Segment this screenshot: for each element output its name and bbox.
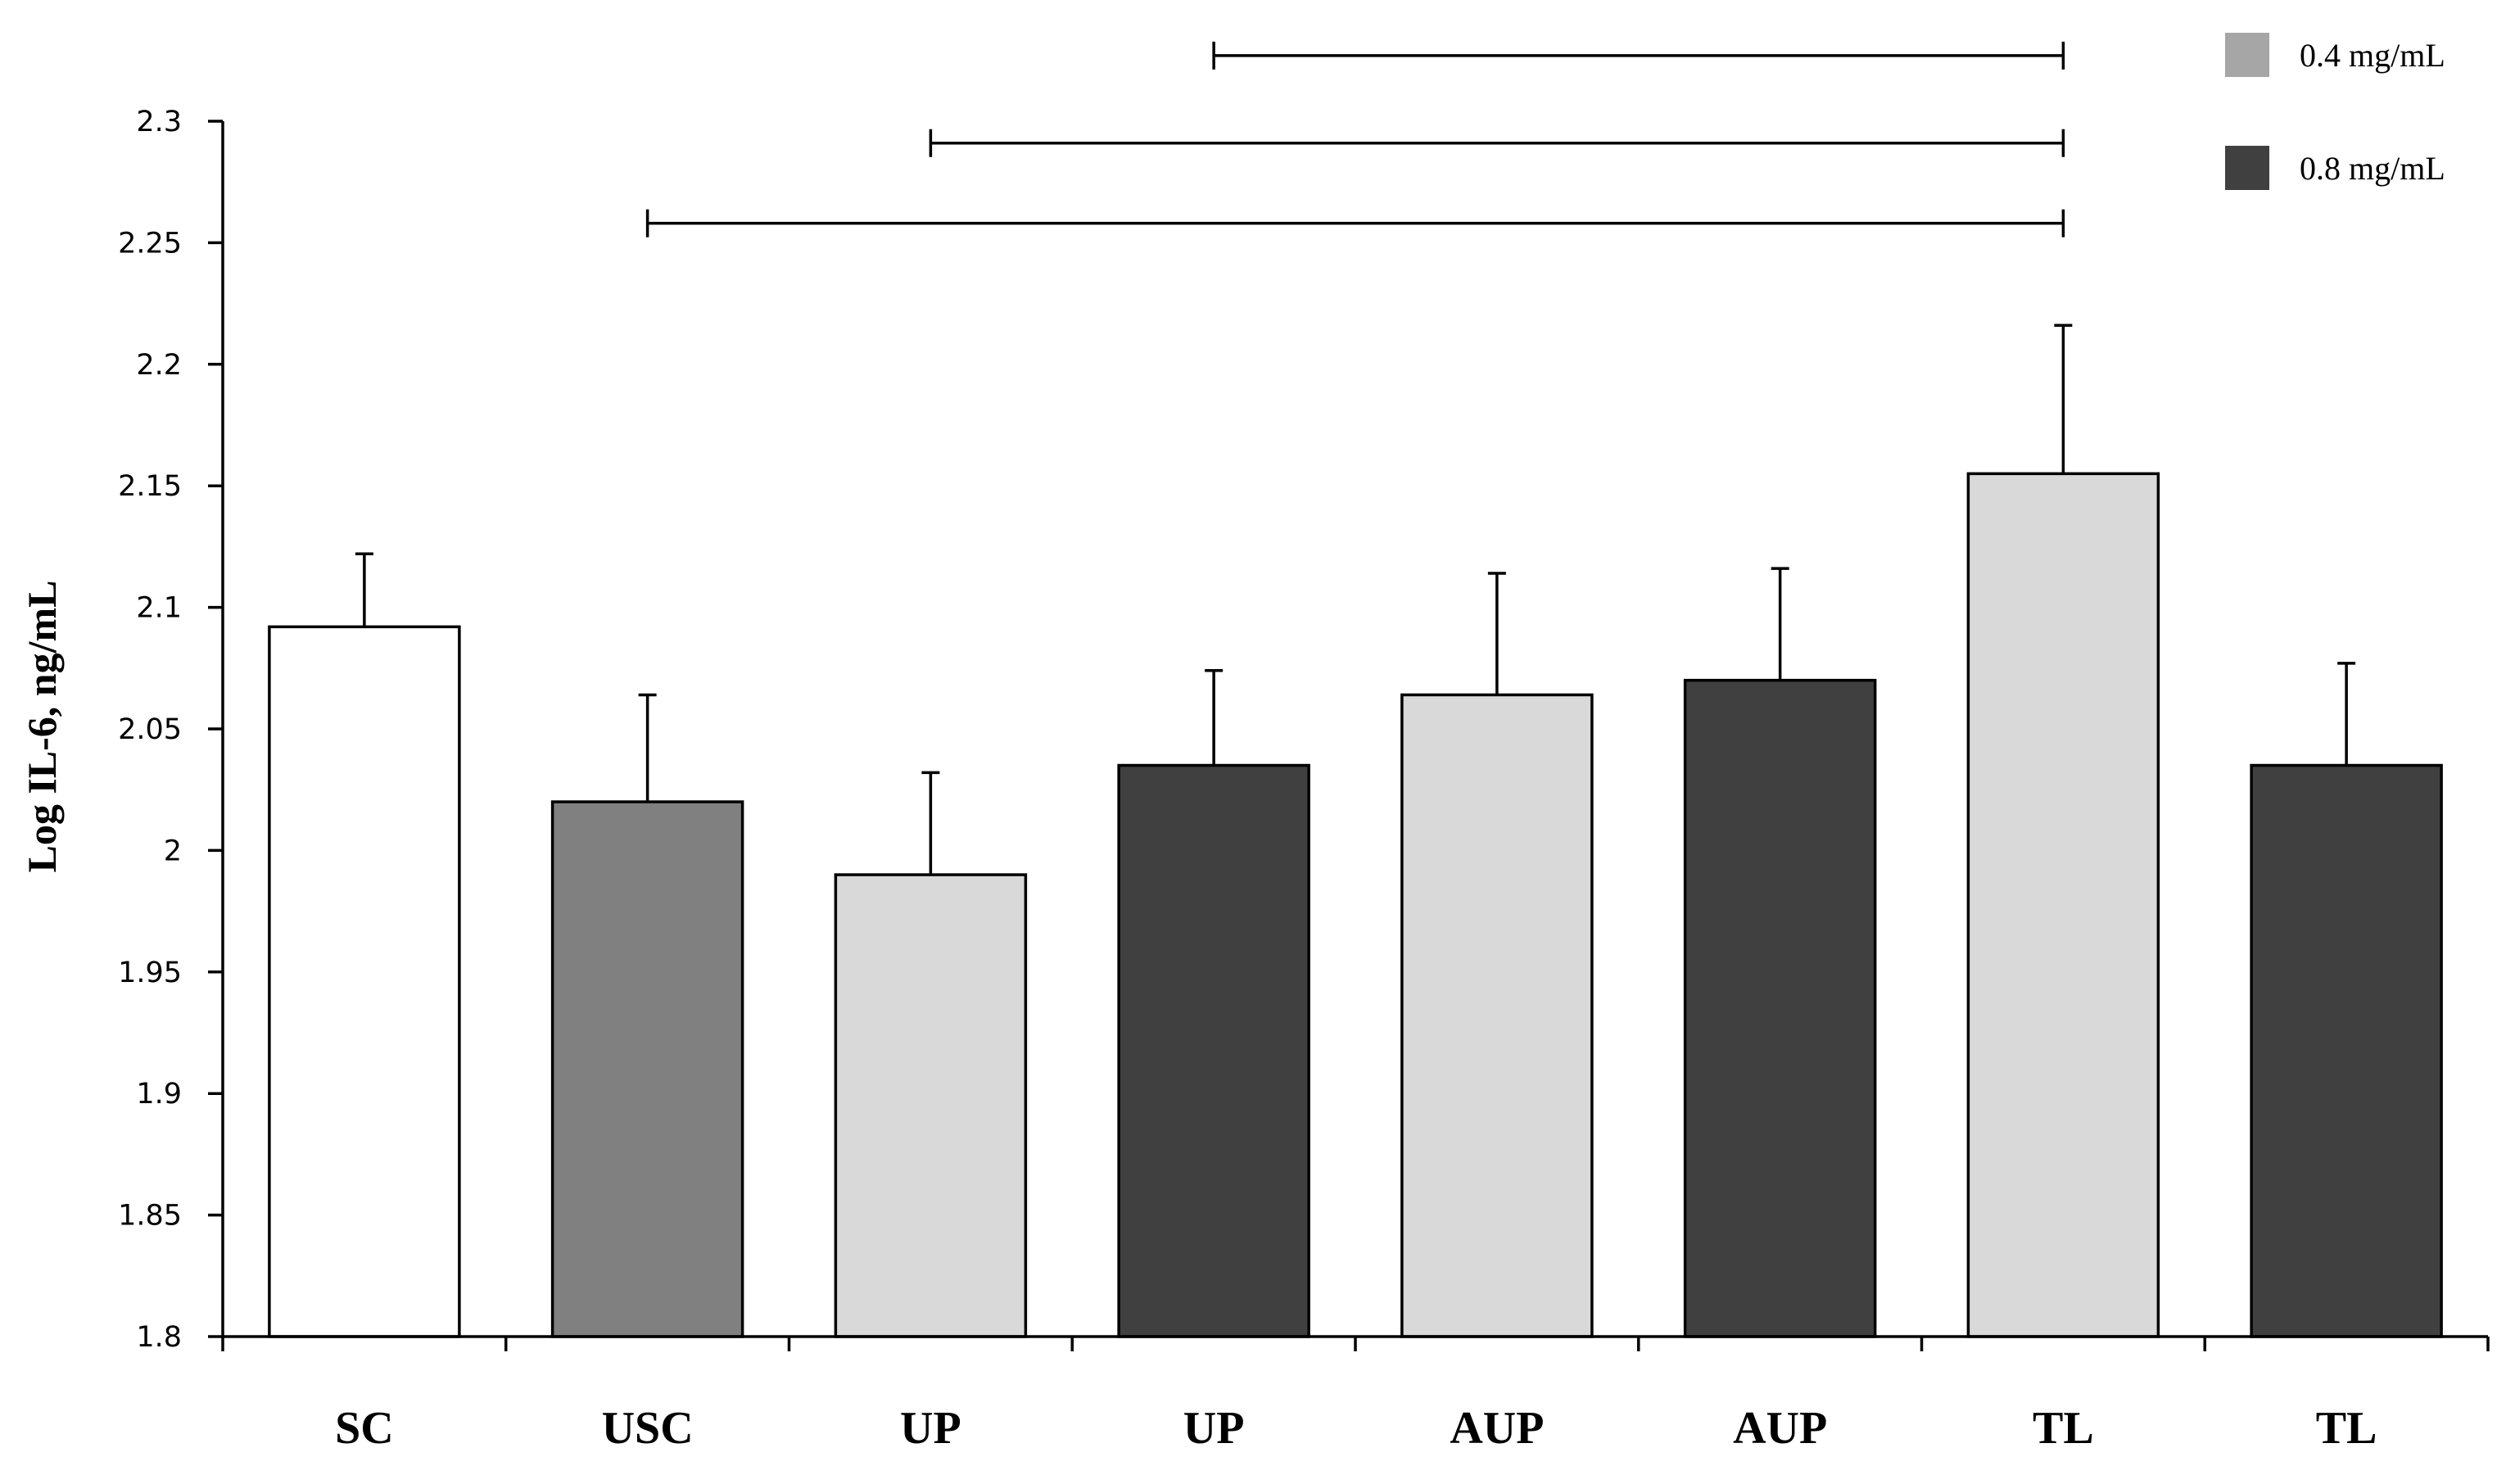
category-label-2: USC — [602, 1403, 694, 1454]
error-bars — [355, 323, 2356, 875]
bar-1 — [268, 625, 461, 1338]
axes — [208, 120, 2490, 1351]
legend: 0.4 mg/mL 0.8 mg/mL — [2225, 33, 2445, 190]
error-bar-7 — [2054, 323, 2073, 474]
y-tick-labels: 1.8 1.85 1.9 1.95 2 2.05 2.1 2.15 2.2 2.25 2.3 — [118, 106, 182, 1354]
category-label-6: AUP — [1733, 1403, 1827, 1454]
error-bar-6 — [1771, 567, 1789, 681]
category-label-8: TL — [2316, 1403, 2377, 1454]
y-tick-label: 1.95 — [118, 957, 182, 989]
category-label-4: UP — [1183, 1403, 1245, 1454]
legend-item-1: 0.4 mg/mL — [2225, 33, 2445, 77]
significance-brackets — [645, 41, 2065, 238]
bars — [268, 472, 2443, 1338]
bar-5 — [1400, 693, 1594, 1338]
legend-swatch — [2225, 146, 2269, 190]
bar-7 — [1966, 472, 2160, 1338]
y-tick-label: 2.2 — [136, 349, 182, 382]
y-axis-title: Log IL-6, ng/mL — [19, 580, 65, 872]
bar-4 — [1117, 763, 1310, 1338]
y-tick-label: 1.85 — [118, 1200, 182, 1233]
category-label-1: SC — [335, 1403, 394, 1454]
significance-bracket-2 — [929, 129, 2065, 157]
y-tick-label: 2.1 — [136, 592, 182, 625]
y-tick-label: 2.05 — [118, 713, 182, 746]
error-bar-4 — [1205, 669, 1224, 766]
error-bar-1 — [355, 552, 373, 627]
bar-8 — [2250, 763, 2443, 1338]
x-category-labels: SC USC UP UP AUP AUP TL TL — [335, 1403, 2377, 1454]
significance-bracket-1 — [645, 209, 2065, 238]
bar-6 — [1683, 678, 1877, 1338]
error-bar-5 — [1487, 572, 1506, 695]
legend-label: 0.8 mg/mL — [2300, 150, 2445, 187]
error-bar-3 — [921, 771, 940, 875]
bar-3 — [834, 873, 1028, 1338]
significance-bracket-3 — [1212, 41, 2065, 70]
category-label-3: UP — [900, 1403, 961, 1454]
legend-item-2: 0.8 mg/mL — [2225, 146, 2445, 190]
legend-swatch — [2225, 33, 2269, 77]
legend-label: 0.4 mg/mL — [2300, 37, 2445, 74]
y-tick-label: 1.8 — [136, 1321, 182, 1354]
y-tick-label: 2.25 — [118, 227, 182, 260]
y-tick-label: 2 — [164, 835, 182, 867]
category-label-7: TL — [2033, 1403, 2094, 1454]
bar-2 — [550, 800, 744, 1338]
error-bar-8 — [2337, 662, 2356, 766]
y-tick-label: 2.3 — [136, 106, 182, 138]
category-label-5: AUP — [1450, 1403, 1544, 1454]
y-tick-label: 2.15 — [118, 470, 182, 503]
error-bar-2 — [638, 693, 657, 803]
y-tick-label: 1.9 — [136, 1078, 182, 1111]
